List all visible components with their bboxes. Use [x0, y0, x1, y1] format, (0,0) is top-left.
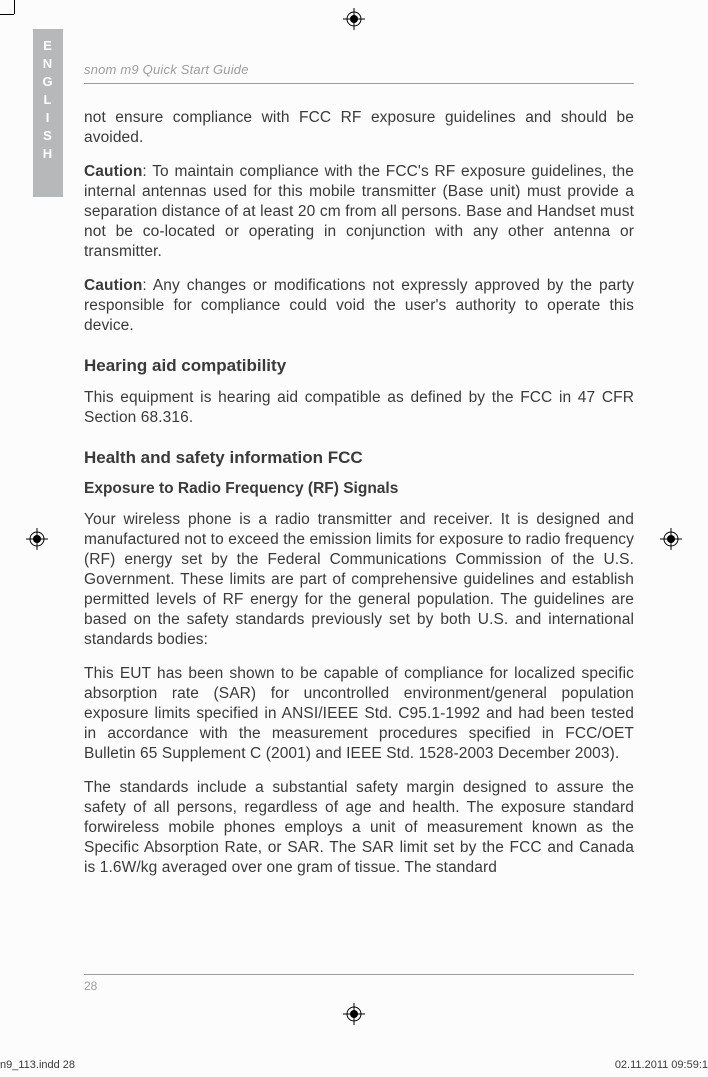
- lang-letter: I: [46, 109, 51, 127]
- running-header: snom m9 Quick Start Guide: [84, 62, 634, 84]
- paragraph: Your wireless phone is a radio transmitt…: [84, 510, 634, 650]
- caution-label: Caution: [84, 163, 142, 180]
- page-number-rule: 28: [84, 974, 634, 993]
- heading-health-safety: Health and safety information FCC: [84, 448, 634, 468]
- registration-mark-top: [343, 8, 365, 30]
- footer-timestamp: 02.11.2011 09:59:1: [615, 1059, 708, 1071]
- registration-mark-right: [660, 528, 682, 550]
- paragraph-caution: Caution: To maintain compliance with the…: [84, 162, 634, 262]
- lang-letter: N: [43, 55, 53, 73]
- registration-mark-bottom: [343, 1003, 365, 1025]
- paragraph: not ensure compliance with FCC RF exposu…: [84, 108, 634, 148]
- paragraph: The standards include a substantial safe…: [84, 778, 634, 878]
- heading-hearing-aid: Hearing aid compatibility: [84, 356, 634, 376]
- content-area: snom m9 Quick Start Guide not ensure com…: [84, 62, 634, 892]
- caution-text: : To maintain compliance with the FCC's …: [84, 163, 634, 260]
- language-tab: E N G L I S H: [33, 29, 63, 197]
- lang-letter: G: [42, 73, 53, 91]
- page-number: 28: [84, 979, 634, 993]
- caution-text: : Any changes or modifications not expre…: [84, 277, 634, 334]
- lang-letter: H: [43, 145, 53, 163]
- subheading-rf-exposure: Exposure to Radio Frequency (RF) Signals: [84, 480, 634, 498]
- registration-mark-left: [26, 528, 48, 550]
- crop-mark-top-left: [0, 0, 30, 30]
- paragraph-caution: Caution: Any changes or modifications no…: [84, 276, 634, 336]
- paragraph: This equipment is hearing aid compatible…: [84, 388, 634, 428]
- footer-filename: n9_113.indd 28: [0, 1059, 75, 1071]
- paragraph: This EUT has been shown to be capable of…: [84, 664, 634, 764]
- page: E N G L I S H snom m9 Quick Start Guide …: [0, 0, 708, 1077]
- caution-label: Caution: [84, 277, 142, 294]
- lang-letter: L: [44, 91, 53, 109]
- lang-letter: S: [43, 127, 53, 145]
- lang-letter: E: [43, 37, 53, 55]
